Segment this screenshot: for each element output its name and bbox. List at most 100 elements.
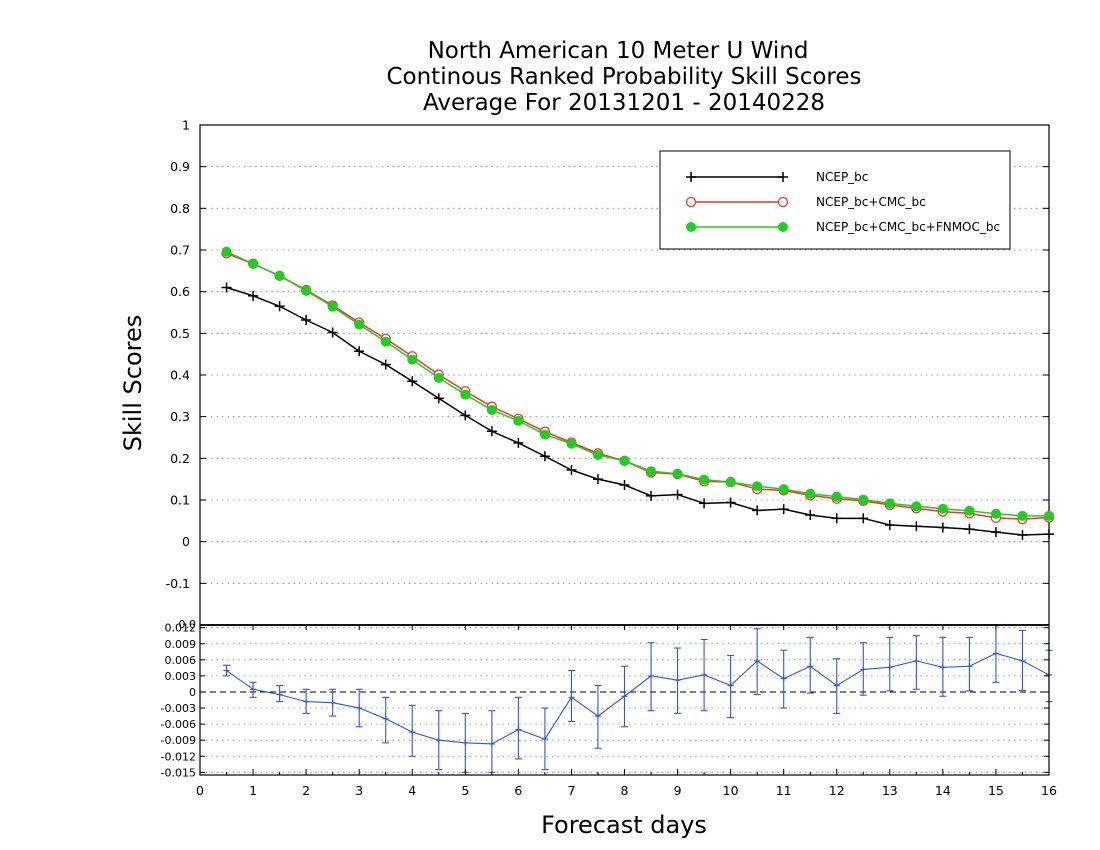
x-tick-label: 3: [355, 783, 363, 798]
y-tick-label: 0.1: [170, 493, 190, 508]
x-tick-label: 1: [249, 783, 257, 798]
data-point-filled-circle: [1017, 510, 1028, 521]
data-point-filled-circle: [884, 498, 895, 509]
data-point-plus: [1044, 529, 1054, 540]
legend-open-circle-left: [685, 196, 697, 208]
difference-point: [701, 671, 708, 678]
x-axis-label: Forecast days: [541, 811, 707, 839]
data-point-filled-circle: [539, 429, 550, 440]
data-point-plus: [486, 426, 497, 437]
legend-box: [659, 150, 1011, 250]
data-point-plus: [327, 327, 338, 338]
difference-point: [727, 682, 734, 689]
difference-point: [1019, 657, 1026, 664]
data-point-filled-circle: [566, 438, 577, 449]
difference-point: [780, 675, 787, 682]
x-tick-label: 15: [988, 783, 1004, 798]
difference-point: [462, 739, 469, 746]
y-tick-label: -0.1: [166, 576, 190, 591]
data-point-filled-circle: [486, 405, 497, 415]
y-tick-label: 0.3: [170, 409, 190, 424]
data-point-plus: [248, 290, 259, 301]
chart-title: North American 10 Meter U Wind Continous…: [386, 38, 861, 116]
difference-point: [435, 737, 442, 744]
y-tick-label: 0.7: [170, 243, 190, 258]
x-tick-label: 10: [723, 783, 739, 798]
difference-point: [303, 698, 310, 705]
y-tick-label-clipped: 0.0: [179, 618, 197, 631]
data-point-plus: [301, 315, 312, 325]
data-point-plus: [699, 498, 710, 509]
data-point-plus: [672, 489, 683, 500]
data-point-filled-circle: [911, 501, 922, 512]
difference-point: [833, 682, 840, 689]
data-point-filled-circle: [248, 258, 259, 269]
difference-point: [250, 686, 257, 693]
data-point-plus: [274, 301, 285, 312]
x-tick-label: 4: [408, 783, 416, 798]
data-point-filled-circle: [990, 508, 1001, 519]
data-point-plus: [566, 465, 577, 475]
data-point-filled-circle: [433, 372, 444, 383]
difference-point: [594, 713, 601, 720]
y-tick-label: -0.006: [161, 718, 196, 731]
data-point-plus: [1017, 530, 1028, 540]
difference-point: [488, 740, 495, 747]
data-point-plus: [725, 497, 736, 508]
y-tick-label: -0.003: [161, 702, 196, 715]
data-point-plus: [964, 524, 975, 535]
data-point-plus: [513, 437, 524, 448]
main-skill-score-panel: -0.1 0 0.1 0.2 0.3 0.4 0.5 0.6 0.7 0.8 0.9 1: [166, 118, 1055, 626]
difference-point: [356, 705, 363, 712]
y-tick-label: 0.4: [170, 368, 190, 383]
difference-point: [807, 663, 814, 670]
data-point-filled-circle: [646, 466, 657, 477]
legend-open-circle-right: [777, 196, 789, 208]
data-point-filled-circle: [858, 494, 869, 505]
data-point-filled-circle: [619, 455, 630, 466]
x-tick-label: 5: [461, 783, 469, 798]
y-tick-label: 1: [182, 118, 190, 133]
data-point-filled-circle: [513, 415, 524, 426]
difference-point: [648, 672, 655, 679]
legend-plus-marker-right: [778, 172, 788, 182]
difference-point: [939, 664, 946, 671]
x-tick-label: 16: [1041, 783, 1057, 798]
legend-label-ncep-bc: NCEP_bc: [816, 170, 868, 184]
x-tick-label: 8: [621, 783, 629, 798]
x-tick-label: 11: [776, 783, 792, 798]
difference-point: [621, 693, 628, 700]
x-tick-label: 0: [196, 783, 204, 798]
data-point-plus: [805, 510, 816, 520]
x-tick-label: 13: [882, 783, 898, 798]
data-point-filled-circle: [725, 477, 736, 488]
difference-point: [329, 699, 336, 706]
difference-point: [382, 715, 389, 722]
legend-label-ncep-cmc: NCEP_bc+CMC_bc: [816, 195, 926, 209]
data-point-filled-circle: [592, 450, 603, 460]
data-point-filled-circle: [699, 474, 710, 485]
legend-label-ncep-cmc-fnmoc: NCEP_bc+CMC_bc+FNMOC_bc: [816, 220, 1000, 234]
difference-point: [674, 677, 681, 684]
data-point-plus: [619, 480, 630, 490]
data-point-filled-circle: [805, 488, 816, 499]
data-point-plus: [646, 490, 657, 501]
y-tick-label: 0.009: [165, 638, 197, 651]
data-point-filled-circle: [221, 246, 232, 257]
y-tick-label: 0.2: [170, 451, 190, 466]
data-point-filled-circle: [1044, 510, 1054, 521]
data-point-plus: [778, 504, 789, 515]
data-point-filled-circle: [752, 481, 763, 492]
difference-point: [223, 667, 230, 674]
data-point-filled-circle: [274, 270, 285, 281]
difference-panel: -0.015-0.012-0.009-0.006-0.00300.0030.00…: [161, 618, 1057, 798]
legend-filled-circle-left: [686, 222, 696, 232]
difference-point: [886, 664, 893, 671]
data-point-plus: [592, 474, 603, 485]
data-point-filled-circle: [380, 336, 391, 347]
difference-point: [541, 736, 548, 743]
error-bar: [886, 636, 894, 692]
x-tick-label: 6: [514, 783, 522, 798]
x-tick-label: 14: [935, 783, 951, 798]
data-point-filled-circle: [354, 319, 365, 330]
